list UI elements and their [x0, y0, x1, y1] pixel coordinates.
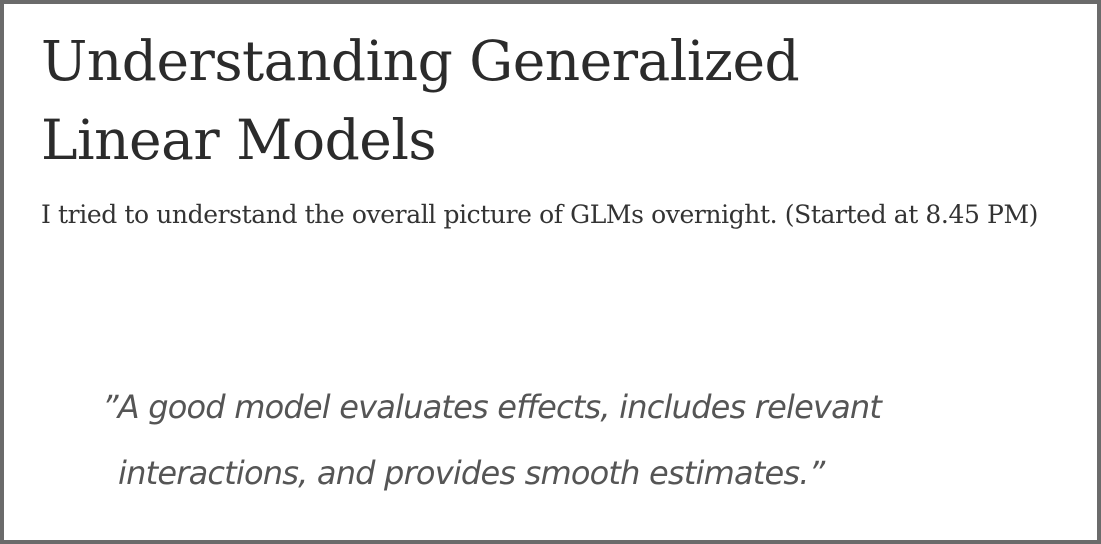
pull-quote-line-2: interactions, and provides smooth estima… — [118, 454, 825, 492]
pull-quote: ”A good model evaluates effects, include… — [102, 374, 962, 506]
article-title: Understanding Generalized Linear Models — [41, 22, 941, 180]
pull-quote-line-1: ”A good model evaluates effects, include… — [102, 388, 882, 426]
article-title-line-1: Understanding Generalized — [41, 29, 800, 93]
article-title-line-2: Linear Models — [41, 108, 437, 172]
article-subtitle: I tried to understand the overall pictur… — [41, 200, 1038, 229]
